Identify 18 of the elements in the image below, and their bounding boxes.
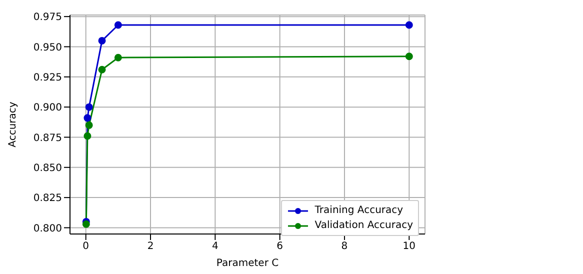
x-tick-label: 10 [402,241,416,252]
y-tick-label: 0.975 [33,12,62,24]
y-tick-label: 0.825 [33,193,62,204]
y-tick-label: 0.800 [33,223,62,234]
x-tick-label: 4 [212,241,218,252]
y-tick-label: 0.875 [33,132,62,144]
y-tick-label: 0.900 [33,102,62,114]
y-tick-label: 0.850 [33,162,62,174]
legend-label: Validation Accuracy [314,219,413,233]
y-axis-title: Accuracy [8,102,19,148]
x-axis-title: Parameter C [216,258,279,269]
x-tick-label: 6 [276,241,284,252]
x-tick-label: 0 [82,241,90,252]
x-tick-label: 2 [147,241,154,252]
x-tick-label: 8 [341,241,348,252]
y-tick-label: 0.925 [33,72,62,84]
y-tick-label: 0.950 [33,42,62,54]
legend-label: Training Accuracy [314,204,404,218]
